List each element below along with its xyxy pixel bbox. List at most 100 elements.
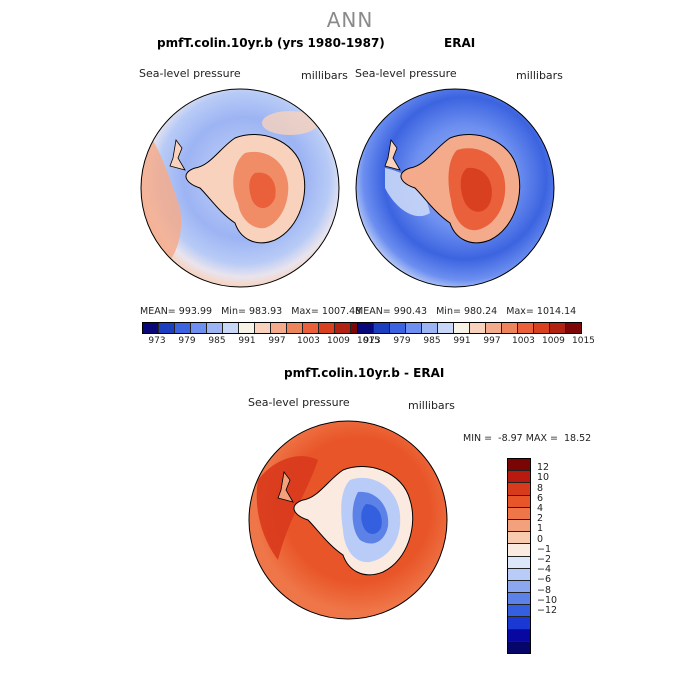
panel-1-colorbar-swatch bbox=[238, 323, 254, 333]
panel-1-colorbar-swatch bbox=[158, 323, 174, 333]
panel-2-colorbar-swatch bbox=[437, 323, 453, 333]
panel-1-colorbar-swatch bbox=[318, 323, 334, 333]
panel-2-units: millibars bbox=[516, 69, 563, 82]
panel-1-max-value: 1007.48 bbox=[321, 306, 362, 317]
panel-2-colorbar-swatch bbox=[469, 323, 485, 333]
panel-3-colorbar-tick-label: 6 bbox=[537, 492, 544, 504]
panel-3-colorbar-tick-label: −1 bbox=[537, 543, 552, 555]
panel-3-colorbar-swatch bbox=[508, 555, 530, 568]
panel-2-colorbar-tick-label: 979 bbox=[393, 336, 411, 346]
panel-1-colorbar-tick-label: 1015 bbox=[357, 336, 380, 346]
panel-3-colorbar-swatch bbox=[508, 459, 530, 471]
panel-1-colorbar-tick-label: 1009 bbox=[327, 336, 350, 346]
panel-2-colorbar-swatch bbox=[389, 323, 405, 333]
panel-1-colorbar-swatch bbox=[143, 323, 158, 333]
panel-2-colorbar-swatch bbox=[501, 323, 517, 333]
panel-1-map bbox=[140, 88, 340, 288]
panel-2-colorbar-swatch bbox=[421, 323, 437, 333]
panel-2-colorbar-tick-label: 1015 bbox=[572, 336, 595, 346]
panel-1-colorbar-tick-label: 979 bbox=[178, 336, 196, 346]
panel-3-colorbar-tick-label: −8 bbox=[537, 584, 552, 596]
panel-2-colorbar bbox=[357, 322, 582, 334]
panel-2-map bbox=[355, 88, 555, 288]
panel-3-colorbar-swatch bbox=[508, 494, 530, 507]
panel-2-min-label: Min= bbox=[436, 306, 461, 317]
panel-1-colorbar-swatch bbox=[286, 323, 302, 333]
panel-3-colorbar-swatch bbox=[508, 518, 530, 532]
panel-2-colorbar-tick-label: 1003 bbox=[512, 336, 535, 346]
panel-2-colorbar-tick-label: 973 bbox=[363, 336, 381, 346]
panel-1-colorbar-swatch bbox=[206, 323, 222, 333]
panel-1-colorbar-swatch bbox=[254, 323, 270, 333]
panel-3-colorbar-swatch bbox=[508, 628, 530, 641]
panel-3-colorbar-tick-label: 8 bbox=[537, 482, 544, 494]
panel-2-min-value: 980.24 bbox=[463, 306, 498, 317]
panel-2-colorbar-swatch bbox=[485, 323, 501, 333]
panel-1-colorbar-swatch bbox=[270, 323, 286, 333]
panel-2-colorbar-swatch bbox=[405, 323, 421, 333]
panel-3-colorbar-tick-label: −4 bbox=[537, 564, 552, 576]
main-title: ANN bbox=[326, 8, 374, 32]
panel-2-colorbar-swatch bbox=[373, 323, 389, 333]
panel-3-colorbar-swatch bbox=[508, 567, 530, 580]
panel-3-colorbar-swatch bbox=[508, 579, 530, 593]
panel-1-colorbar-swatch bbox=[334, 323, 350, 333]
panel-1-colorbar-tick-label: 973 bbox=[148, 336, 166, 346]
panel-2-max-value: 1014.14 bbox=[536, 306, 577, 317]
panel-3-colorbar-tick-label: 0 bbox=[537, 533, 544, 545]
panel-1-colorbar-tick-label: 991 bbox=[238, 336, 256, 346]
panel-3-units: millibars bbox=[408, 399, 455, 412]
panel-3-max-value: 18.52 bbox=[564, 433, 592, 444]
panel-1-colorbar-tick-label: 985 bbox=[208, 336, 226, 346]
panel-3-colorbar-tick-label: 4 bbox=[537, 503, 544, 514]
panel-3-title: pmfT.colin.10yr.b - ERAI bbox=[284, 366, 445, 380]
panel-3-variable: Sea-level pressure bbox=[248, 396, 350, 409]
panel-2-colorbar-tick-label: 991 bbox=[453, 336, 471, 346]
panel-1-colorbar-swatch bbox=[190, 323, 206, 333]
panel-1-variable: Sea-level pressure bbox=[139, 67, 241, 80]
panel-3-colorbar-swatch bbox=[508, 604, 530, 617]
panel-1-mean-value: 993.99 bbox=[178, 306, 213, 317]
panel-1-min-value: 983.93 bbox=[248, 306, 283, 317]
panel-2-mean-value: 990.43 bbox=[393, 306, 428, 317]
panel-2-colorbar-swatch bbox=[565, 323, 581, 333]
panel-1-max-label: Max= bbox=[291, 306, 319, 317]
panel-3-colorbar-swatch bbox=[508, 543, 530, 556]
panel-2-colorbar-tick-label: 997 bbox=[483, 336, 501, 346]
panel-3-colorbar-tick-label: 1 bbox=[537, 523, 544, 535]
panel-2-colorbar-swatch bbox=[358, 323, 373, 333]
panel-3-colorbar-tick-label: −10 bbox=[537, 594, 558, 606]
panel-3-colorbar-swatch bbox=[508, 470, 530, 483]
panel-2-variable: Sea-level pressure bbox=[355, 67, 457, 80]
panel-2-colorbar-swatch bbox=[517, 323, 533, 333]
panel-3-colorbar-tick-label: 10 bbox=[537, 472, 550, 484]
panel-2-colorbar-tick-label: 1009 bbox=[542, 336, 565, 346]
panel-3-colorbar-tick-label: −6 bbox=[537, 574, 552, 586]
panel-2-mean-label: MEAN= bbox=[355, 306, 391, 317]
panel-3-colorbar bbox=[507, 458, 531, 654]
panel-2-max-label: Max= bbox=[506, 306, 534, 317]
panel-1-colorbar bbox=[142, 322, 367, 334]
panel-1-title: pmfT.colin.10yr.b (yrs 1980-1987) bbox=[157, 36, 385, 50]
panel-1-units: millibars bbox=[301, 69, 348, 82]
panel-1-mean-label: MEAN= bbox=[140, 306, 176, 317]
panel-3-colorbar-swatch bbox=[508, 531, 530, 544]
panel-3-colorbar-swatch bbox=[508, 482, 530, 495]
panel-3-colorbar-swatch bbox=[508, 640, 530, 653]
panel-1-min-label: Min= bbox=[221, 306, 246, 317]
panel-1-colorbar-swatch bbox=[222, 323, 238, 333]
panel-1-colorbar-tick-label: 997 bbox=[268, 336, 286, 346]
panel-3-colorbar-swatch bbox=[508, 506, 530, 519]
panel-3-min-label: MIN = bbox=[463, 433, 493, 444]
panel-3-colorbar-tick-label: −12 bbox=[537, 605, 558, 616]
panel-1-colorbar-swatch bbox=[174, 323, 190, 333]
panel-1-colorbar-labels: 973 979 985 991 997 1003 1009 1015 bbox=[142, 336, 380, 348]
panel-3-colorbar-tick-label: 12 bbox=[537, 462, 550, 474]
panel-3-colorbar-swatch bbox=[508, 616, 530, 629]
panel-2-colorbar-labels: 973 979 985 991 997 1003 1009 1015 bbox=[357, 336, 595, 348]
panel-2-colorbar-tick-label: 985 bbox=[423, 336, 441, 346]
panel-3-min-value: -8.97 bbox=[498, 433, 523, 444]
panel-3-map bbox=[248, 420, 448, 620]
panel-2-title: ERAI bbox=[444, 36, 476, 50]
panel-3-max-label: MAX = bbox=[525, 433, 558, 444]
